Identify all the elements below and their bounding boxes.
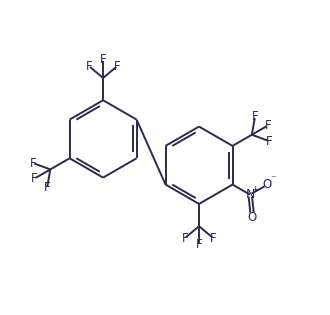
Text: F: F — [31, 172, 38, 185]
Text: F: F — [196, 238, 202, 251]
Text: F: F — [114, 60, 121, 72]
Text: N: N — [245, 188, 255, 201]
Text: O: O — [263, 178, 272, 191]
Text: F: F — [44, 181, 50, 194]
Text: F: F — [30, 157, 36, 169]
Text: ⁻: ⁻ — [270, 174, 276, 184]
Text: F: F — [85, 60, 92, 72]
Text: F: F — [182, 232, 188, 245]
Text: F: F — [210, 232, 216, 245]
Text: F: F — [252, 110, 258, 123]
Text: +: + — [251, 185, 259, 194]
Text: F: F — [265, 119, 271, 132]
Text: F: F — [100, 53, 106, 66]
Text: F: F — [266, 135, 273, 148]
Text: O: O — [247, 211, 256, 224]
